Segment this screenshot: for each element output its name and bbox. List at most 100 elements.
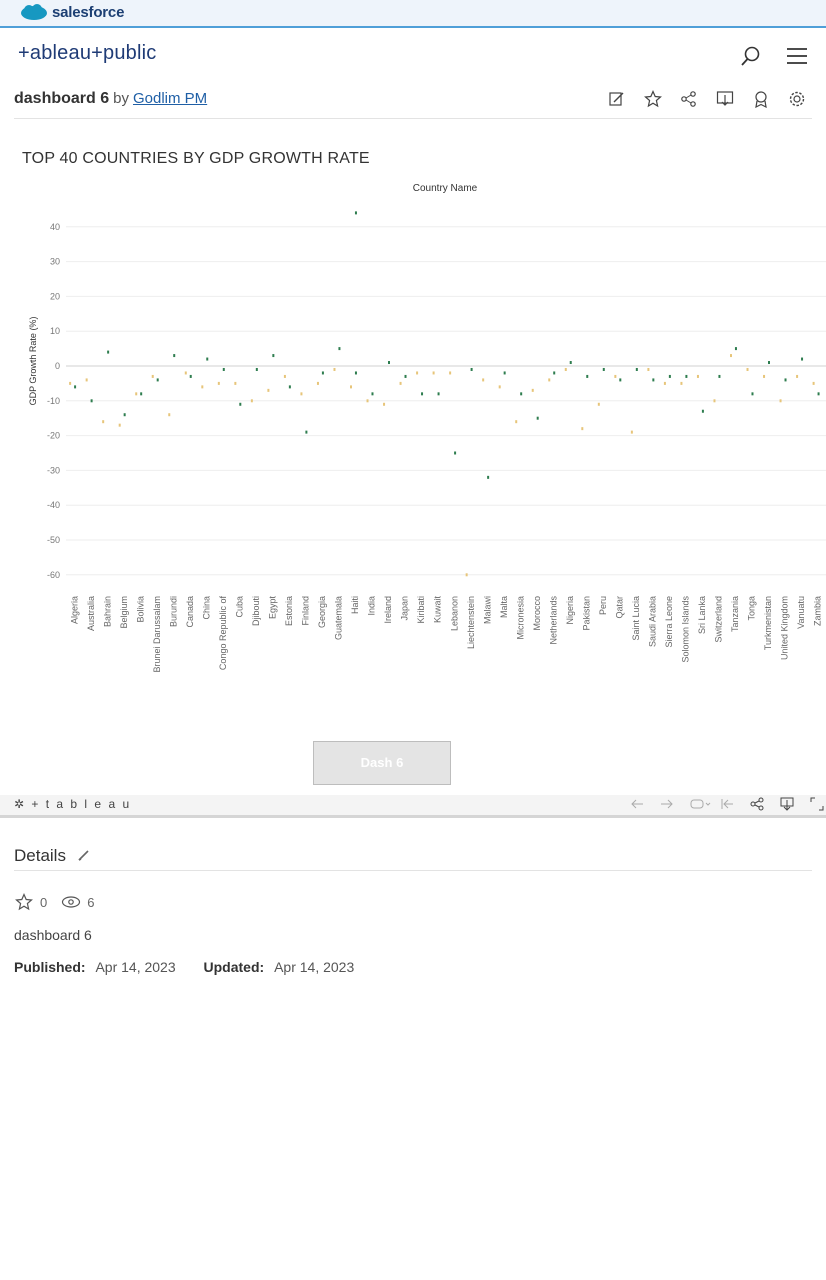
viz-download-icon[interactable] xyxy=(780,797,794,811)
star-icon[interactable] xyxy=(644,90,662,108)
data-point xyxy=(239,402,242,406)
hamburger-menu-icon[interactable] xyxy=(786,47,808,65)
x-tick-label: Solomon Islands xyxy=(681,596,691,663)
y-axis-label: GDP Growth Rate (%) xyxy=(28,317,38,406)
x-tick-label: Vanuatu xyxy=(796,596,806,629)
data-point xyxy=(416,371,419,375)
data-point xyxy=(366,399,369,403)
data-point xyxy=(685,374,688,378)
data-point xyxy=(140,392,143,396)
x-tick-label: Ireland xyxy=(383,596,393,624)
data-point xyxy=(680,381,683,385)
x-tick-label: United Kingdom xyxy=(780,596,790,660)
details-heading: Details xyxy=(14,846,812,871)
edit-pencil-icon[interactable] xyxy=(77,848,91,862)
x-tick-label: Algeria xyxy=(69,596,79,624)
dash-6-button[interactable]: Dash 6 xyxy=(313,741,451,785)
data-point xyxy=(250,399,253,403)
y-tick-label: 0 xyxy=(55,361,60,371)
data-point xyxy=(102,420,105,424)
data-point xyxy=(454,451,457,455)
data-point xyxy=(118,423,121,427)
edit-icon[interactable] xyxy=(608,90,626,108)
details-section: Details 0 6 dashboard 6 Published: Apr 1… xyxy=(14,846,812,975)
x-tick-label: Liechtenstein xyxy=(466,596,476,649)
data-point xyxy=(69,381,72,385)
data-point xyxy=(321,371,324,375)
search-icon[interactable] xyxy=(740,45,762,67)
viz-title-row: dashboard 6 by Godlim PM xyxy=(14,88,812,119)
x-tick-label: Saudi Arabia xyxy=(648,596,658,647)
data-point xyxy=(123,413,126,417)
data-point xyxy=(470,367,473,371)
site-header: +ableau+public xyxy=(0,28,826,84)
download-icon[interactable] xyxy=(716,90,734,108)
dates-row: Published: Apr 14, 2023 Updated: Apr 14,… xyxy=(14,959,812,975)
x-tick-label: Estonia xyxy=(284,596,294,626)
data-point xyxy=(796,374,799,378)
data-point xyxy=(515,420,518,424)
tableau-public-logo[interactable]: +ableau+public xyxy=(18,42,157,64)
data-point xyxy=(300,392,303,396)
data-point xyxy=(763,374,766,378)
data-point xyxy=(569,361,572,365)
data-point xyxy=(498,385,501,389)
data-point xyxy=(338,347,341,351)
data-point xyxy=(602,367,605,371)
x-tick-label: Micronesia xyxy=(515,596,525,640)
revert-icon[interactable] xyxy=(690,797,711,811)
x-tick-label: Switzerland xyxy=(714,596,724,643)
x-tick-label: Malta xyxy=(499,596,509,618)
salesforce-logo[interactable]: salesforce xyxy=(20,3,124,21)
data-point xyxy=(255,367,258,371)
views-count: 6 xyxy=(87,894,95,910)
x-tick-label: Japan xyxy=(400,596,410,621)
y-tick-label: 20 xyxy=(50,291,60,301)
y-tick-label: 30 xyxy=(50,257,60,267)
settings-icon[interactable] xyxy=(788,90,806,108)
reset-icon[interactable] xyxy=(720,797,734,811)
data-point xyxy=(503,371,506,375)
data-point xyxy=(222,367,225,371)
salesforce-brand: salesforce xyxy=(52,3,125,21)
viz-tools xyxy=(630,797,824,811)
views-eye-icon xyxy=(62,896,81,908)
data-point xyxy=(354,211,357,215)
favorite-star-icon[interactable] xyxy=(14,893,34,911)
data-point xyxy=(597,402,600,406)
redo-icon[interactable] xyxy=(660,797,674,811)
viz-share-icon[interactable] xyxy=(750,797,764,811)
author-link[interactable]: Godlim PM xyxy=(132,90,208,107)
viz-title: dashboard 6 by Godlim PM xyxy=(14,90,207,108)
x-tick-label: India xyxy=(367,596,377,616)
salesforce-bar: salesforce xyxy=(0,0,826,28)
data-point xyxy=(779,399,782,403)
data-point xyxy=(432,371,435,375)
published-label: Published: xyxy=(14,959,86,975)
data-point xyxy=(74,385,77,389)
fullscreen-icon[interactable] xyxy=(810,797,824,811)
data-point xyxy=(288,385,291,389)
viz-toolbar: ✲ + t a b l e a u xyxy=(0,795,826,818)
tableau-viz-logo[interactable]: ✲ + t a b l e a u xyxy=(14,797,132,811)
data-point xyxy=(536,416,539,420)
x-tick-label: Kiribati xyxy=(416,596,426,624)
x-tick-label: Bolivia xyxy=(135,596,145,623)
by-label: by xyxy=(113,90,129,107)
x-tick-label: Kuwait xyxy=(433,596,443,624)
x-tick-label: China xyxy=(201,596,211,620)
data-point xyxy=(647,367,650,371)
gdp-scatter-chart: Country Name 40 30 20 10 0 -10 -20 -30 -40 -50 -60 G… xyxy=(28,183,826,673)
undo-icon[interactable] xyxy=(630,797,644,811)
data-point xyxy=(734,347,737,351)
x-tick-label: Finland xyxy=(301,596,311,626)
data-point xyxy=(817,392,820,396)
data-point xyxy=(85,378,88,382)
tableau-mark-icon: ✲ xyxy=(14,797,27,811)
data-point xyxy=(283,374,286,378)
badge-icon[interactable] xyxy=(752,90,770,109)
data-point xyxy=(696,374,699,378)
share-icon[interactable] xyxy=(680,90,698,108)
data-point xyxy=(421,392,424,396)
data-point xyxy=(548,378,551,382)
